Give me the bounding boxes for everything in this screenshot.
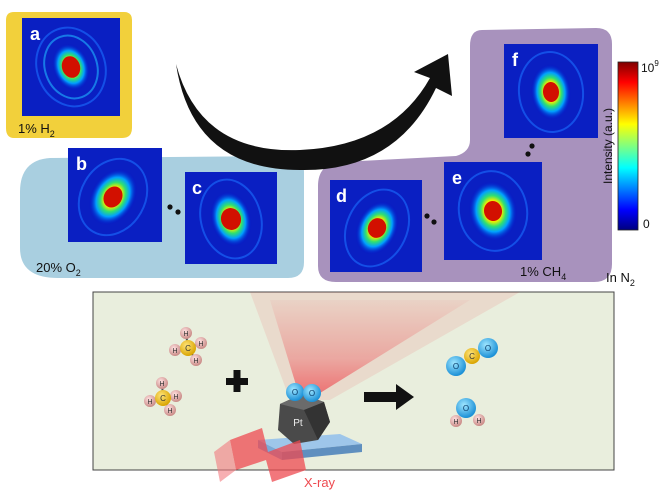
- condition-label-h2: 1% H2: [18, 121, 55, 139]
- oxygen-atom: [303, 384, 321, 402]
- panel-letter-d: d: [336, 186, 347, 206]
- hydrogen-atom: [195, 337, 207, 349]
- panel-f: f: [504, 44, 598, 138]
- hydrogen-atom: [144, 395, 156, 407]
- oxygen-atom: [456, 398, 476, 418]
- condition-label-ch4: 1% CH4: [520, 264, 566, 282]
- colorbar-min-label: 0: [643, 217, 650, 231]
- atom-label: H: [476, 418, 481, 425]
- atom-label: O: [309, 389, 315, 398]
- colorbar-title: Intensity (a.u.): [601, 108, 615, 184]
- water-molecule: O H H: [450, 398, 485, 427]
- catalyst-label: Pt: [293, 418, 303, 429]
- panel-letter-e: e: [452, 168, 462, 188]
- atom-label: H: [193, 358, 198, 365]
- atom-label: H: [453, 419, 458, 426]
- ambient-gas-label: In N2: [606, 270, 635, 288]
- oxygen-atom: [446, 356, 466, 376]
- panel-b: b: [68, 148, 162, 242]
- atom-label: H: [172, 348, 177, 355]
- hydrogen-atom: [164, 404, 176, 416]
- methane-molecule-1: C H H H H: [169, 327, 207, 366]
- x-ray-beam: X-ray: [214, 428, 336, 490]
- panel-letter-f: f: [512, 50, 519, 70]
- oxygen-atom: [478, 338, 498, 358]
- atom-label: O: [292, 388, 298, 397]
- atom-label: H: [198, 341, 203, 348]
- product-arrow: [364, 384, 414, 410]
- panel-letter-a: a: [30, 24, 41, 44]
- panel-e: e 1% CH4: [444, 162, 566, 282]
- hydrogen-atom: [450, 415, 462, 427]
- panel-d: d: [330, 180, 422, 272]
- carbon-atom: [155, 390, 171, 406]
- atom-label: O: [463, 404, 469, 413]
- diffraction-pattern-f: [517, 51, 585, 133]
- atom-label: O: [453, 362, 459, 371]
- x-ray-beam-glow: [250, 292, 520, 400]
- diffraction-pattern-a: [35, 26, 107, 108]
- ellipsis-dots: [167, 143, 535, 225]
- x-ray-beam-cone: [270, 300, 470, 398]
- colorbar: 109 0 Intensity (a.u.): [601, 59, 659, 231]
- panel-a: a 1% H2: [18, 18, 120, 139]
- carbon-dioxide-molecule: O C O: [446, 338, 498, 376]
- carbon-atom: [464, 348, 480, 364]
- atom-label: C: [160, 394, 166, 403]
- atom-label: H: [159, 381, 164, 388]
- atom-label: H: [173, 394, 178, 401]
- panel-letter-c: c: [192, 178, 202, 198]
- colorbar-max-label: 109: [641, 59, 659, 75]
- hydrogen-atom: [156, 377, 168, 389]
- plus-icon: [226, 370, 248, 392]
- diffraction-pattern-c: [199, 178, 263, 260]
- atom-label: H: [147, 399, 152, 406]
- carbon-atom: [180, 340, 196, 356]
- atom-label: C: [469, 352, 475, 361]
- adsorbed-oxygen: O O: [286, 383, 321, 402]
- hydrogen-atom: [169, 344, 181, 356]
- diffraction-pattern-d: [343, 188, 411, 268]
- hydrogen-atom: [190, 354, 202, 366]
- x-ray-label: X-ray: [304, 475, 336, 490]
- atom-label: O: [485, 344, 491, 353]
- hydrogen-atom: [170, 390, 182, 402]
- hydrogen-atom: [473, 414, 485, 426]
- curved-arrow: [176, 54, 452, 171]
- methane-molecule-2: C H H H H: [144, 377, 182, 416]
- condition-label-o2: 20% O2: [36, 260, 81, 278]
- hydrogen-atom: [180, 327, 192, 339]
- atom-label: H: [183, 331, 188, 338]
- oxygen-atom: [286, 383, 304, 401]
- atom-label: H: [167, 408, 172, 415]
- atom-label: C: [185, 344, 191, 353]
- colorbar-gradient: [617, 61, 639, 231]
- panel-letter-b: b: [76, 154, 87, 174]
- panel-c: c 20% O2: [36, 172, 277, 278]
